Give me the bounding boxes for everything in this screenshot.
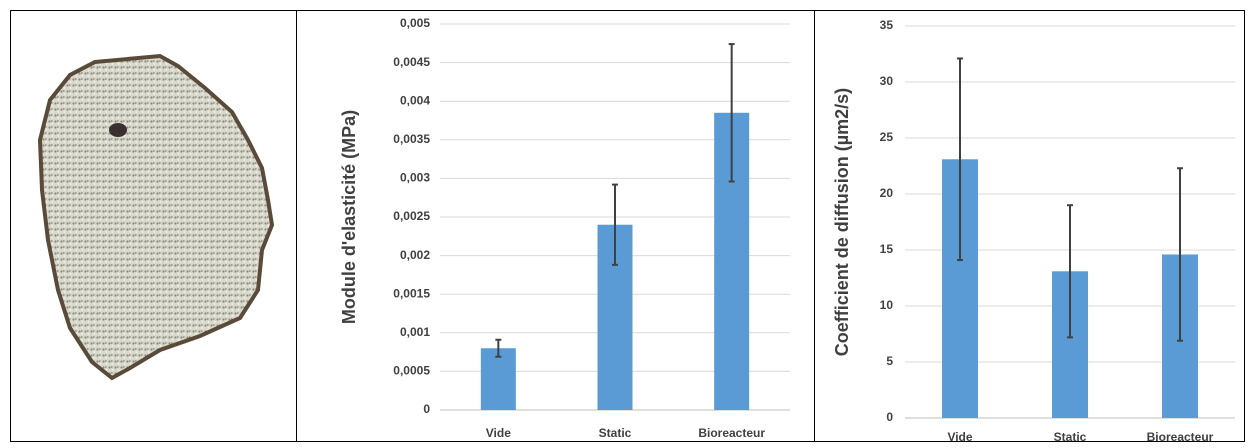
y-tick-label: 0,0045 — [393, 55, 430, 69]
error-bar — [495, 338, 502, 358]
y-tick-label: 0,004 — [400, 93, 430, 107]
y-axis-title: Coefficient de diffusion (µm2/s) — [832, 88, 852, 356]
y-tick-label: 5 — [886, 354, 893, 368]
error-bar — [612, 183, 618, 266]
y-tick-label: 25 — [880, 130, 894, 144]
x-tick-label: Static — [1054, 430, 1087, 444]
error-bar — [728, 43, 735, 183]
error-bar — [1177, 167, 1183, 342]
y-tick-label: 30 — [880, 74, 894, 88]
bar — [480, 348, 516, 410]
x-tick-label: Bioreacteur — [698, 426, 765, 440]
y-tick-label: 0,0015 — [393, 286, 430, 300]
y-tick-label: 15 — [880, 242, 894, 256]
frame — [10, 10, 1245, 442]
y-tick-label: 0,002 — [400, 248, 430, 262]
y-tick-label: 10 — [880, 298, 894, 312]
x-tick-label: Vide — [486, 426, 511, 440]
y-tick-label: 20 — [880, 186, 894, 200]
y-tick-label: 0 — [886, 410, 893, 424]
y-tick-label: 0,0005 — [393, 364, 430, 378]
y-tick-label: 35 — [880, 18, 894, 32]
y-tick-label: 0,005 — [400, 16, 430, 30]
sample-photo — [37, 53, 275, 381]
y-tick-label: 0,0025 — [393, 209, 430, 223]
x-tick-label: Bioreacteur — [1147, 430, 1214, 444]
x-tick-label: Static — [599, 426, 632, 440]
y-axis-title: Module d'elasticité (MPa) — [339, 110, 359, 324]
x-tick-label: Vide — [947, 430, 972, 444]
y-tick-label: 0,003 — [400, 171, 430, 185]
error-bar — [1067, 204, 1073, 339]
y-tick-label: 0 — [423, 402, 430, 416]
error-bar — [957, 57, 963, 262]
y-tick-label: 0,001 — [400, 325, 430, 339]
y-tick-label: 0,0035 — [393, 132, 430, 146]
